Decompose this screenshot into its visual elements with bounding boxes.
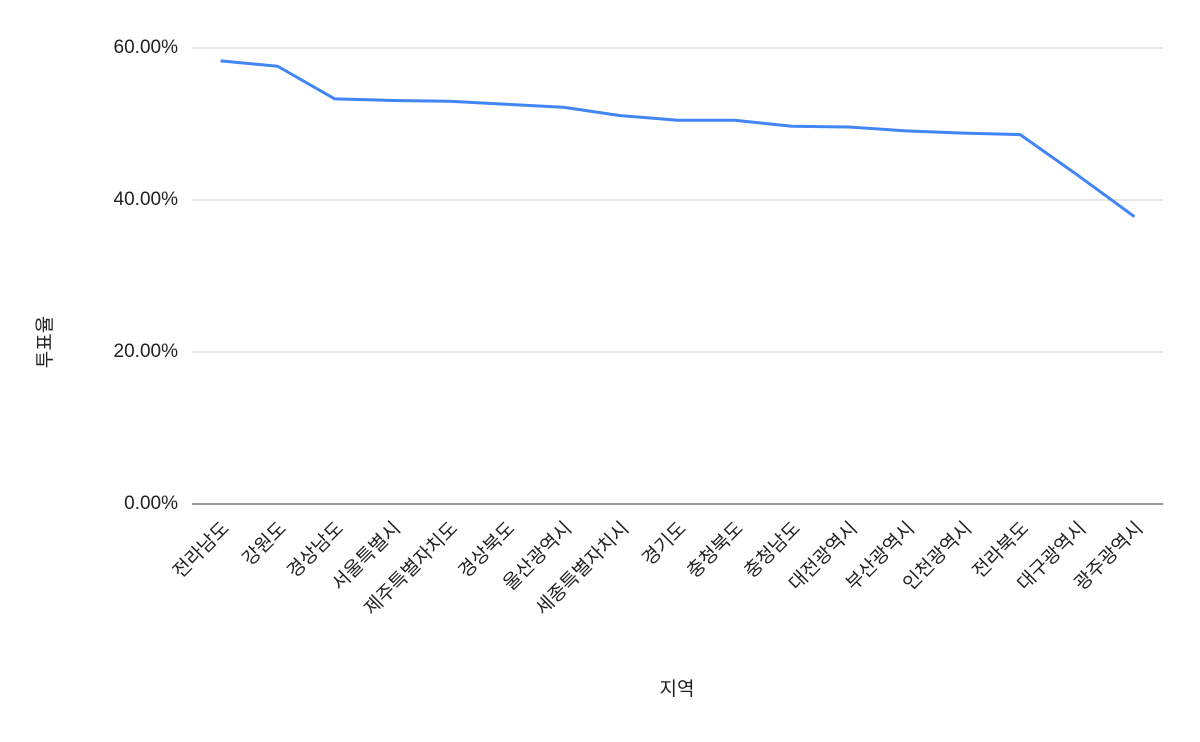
x-tick-label: 강원도 bbox=[238, 518, 291, 571]
x-axis-label: 지역 bbox=[660, 678, 695, 700]
y-tick-label: 60.00% bbox=[114, 37, 179, 58]
x-tick-label: 경기도 bbox=[638, 518, 691, 571]
y-axis-label: 투표율 bbox=[34, 316, 56, 368]
y-tick-label: 40.00% bbox=[114, 189, 179, 210]
line bbox=[220, 59, 1136, 218]
y-tick-label: 20.00% bbox=[114, 341, 179, 362]
x-tick-label: 충청북도 bbox=[683, 518, 748, 583]
x-tick-label: 전라남도 bbox=[169, 518, 234, 583]
y-tick-label: 0.00% bbox=[124, 493, 178, 514]
